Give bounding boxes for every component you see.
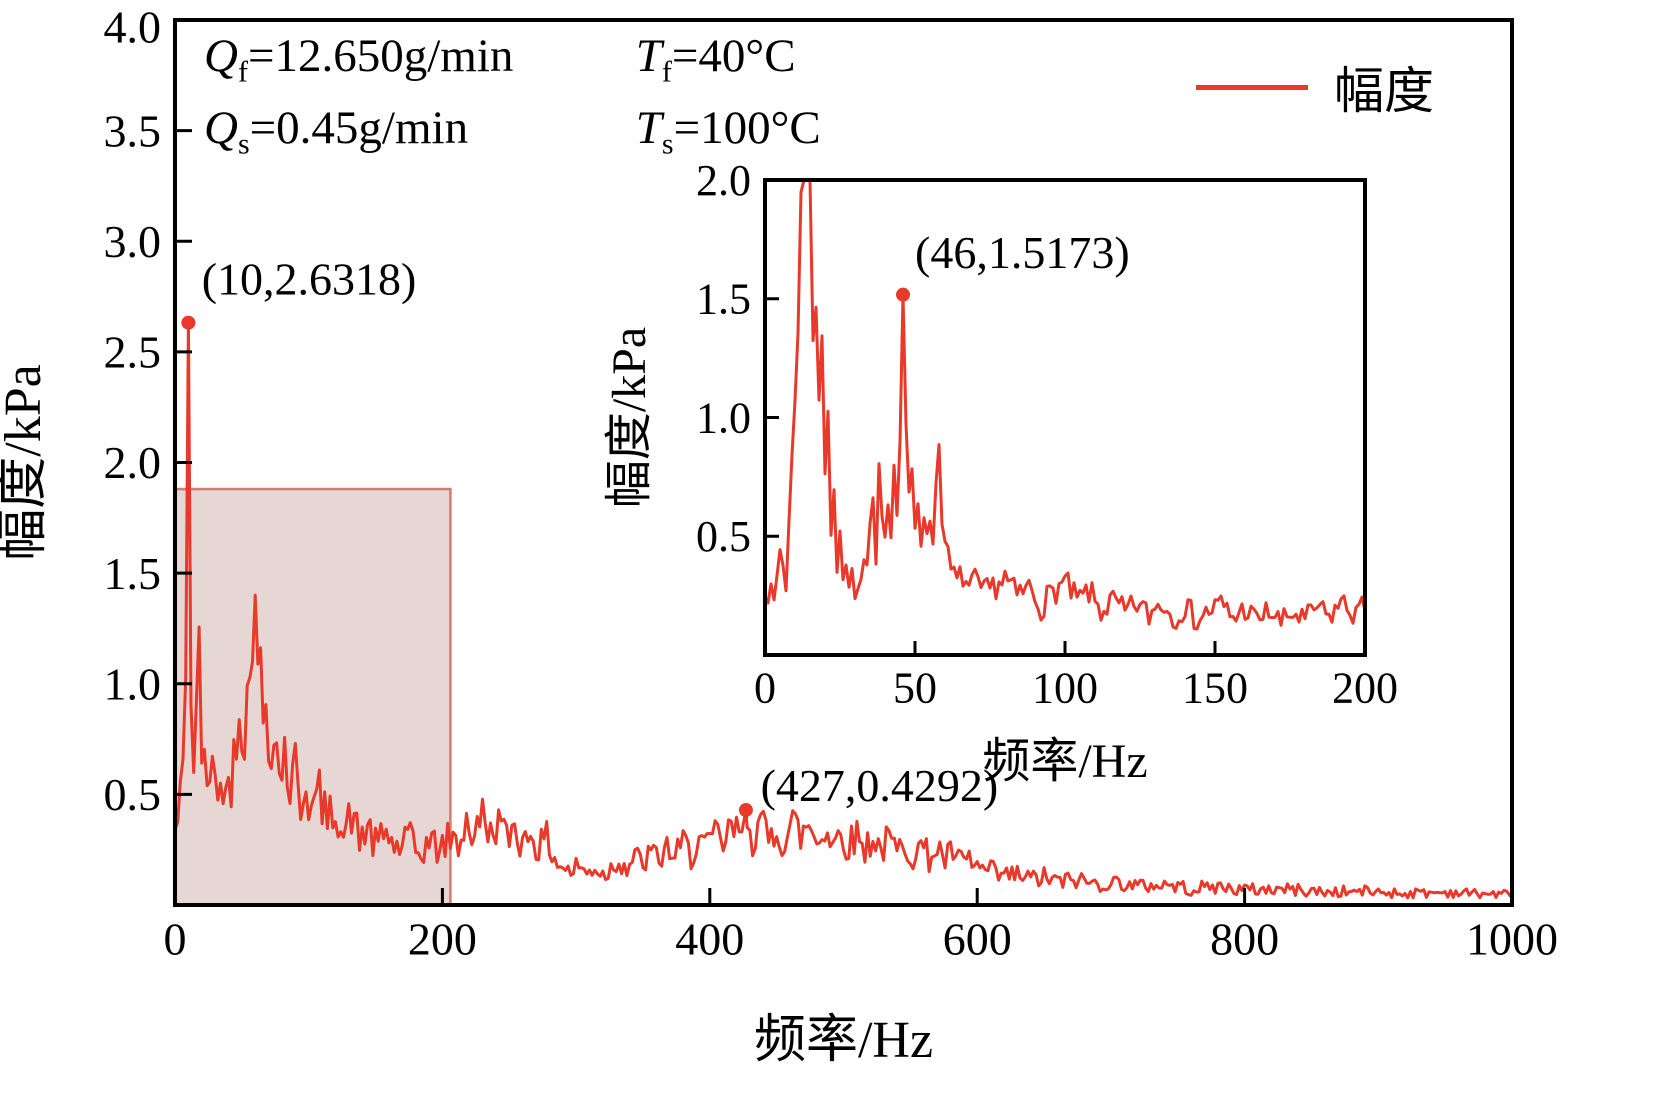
y-tick-label: 1.5: [696, 275, 751, 324]
y-tick-label: 1.0: [104, 658, 162, 709]
y-tick-label: 1.5: [104, 548, 162, 599]
x-tick-label: 100: [1032, 664, 1098, 713]
variable-symbol: Q: [204, 30, 238, 82]
peak-marker: [896, 287, 910, 302]
variable-symbol: T: [635, 30, 662, 82]
y-axis-label: 幅度/kPa: [603, 327, 656, 508]
y-tick-label: 3.5: [104, 105, 162, 156]
series-line-main: [173, 321, 1514, 900]
condition-value: =0.45g/min: [249, 102, 469, 154]
condition-qf: Qf=12.650g/min: [204, 20, 624, 108]
variable-symbol: Q: [204, 102, 238, 154]
x-tick-label: 150: [1182, 664, 1248, 713]
condition-line-2: Qs=0.45g/min Ts=100°C: [204, 92, 821, 164]
legend: 幅度: [1196, 56, 1434, 119]
x-tick-label: 200: [408, 914, 477, 965]
y-tick-label: 3.0: [104, 216, 162, 267]
variable-subscript: s: [661, 127, 674, 161]
series-line-inset: [763, 178, 1367, 631]
peak-marker: [738, 803, 753, 818]
y-tick-label: 0.5: [104, 769, 162, 820]
legend-label: 幅度: [1334, 63, 1434, 119]
condition-qs: Qs=0.45g/min: [204, 92, 624, 180]
y-axis-label: 幅度/kPa: [0, 364, 52, 560]
x-tick-label: 0: [754, 664, 776, 713]
condition-value: =100°C: [673, 102, 821, 154]
x-axis-label: 频率/Hz: [982, 735, 1147, 788]
x-tick-label: 1000: [1466, 914, 1558, 965]
variable-subscript: f: [661, 55, 672, 89]
x-tick-label: 200: [1332, 664, 1398, 713]
y-tick-label: 4.0: [104, 1, 162, 52]
condition-line-1: Qf=12.650g/min Tf=40°C: [204, 20, 821, 92]
y-tick-label: 1.0: [696, 393, 751, 442]
y-tick-label: 2.5: [104, 327, 162, 378]
x-tick-label: 0: [164, 914, 187, 965]
y-tick-label: 2.0: [104, 437, 162, 488]
x-tick-label: 400: [675, 914, 744, 965]
condition-tf: Tf=40°C: [635, 30, 796, 88]
condition-value: =12.650g/min: [247, 30, 514, 82]
y-tick-label: 0.5: [696, 512, 751, 561]
condition-ts: Ts=100°C: [635, 102, 821, 160]
x-tick-label: 800: [1210, 914, 1279, 965]
condition-value: =40°C: [671, 30, 796, 82]
x-tick-label: 600: [943, 914, 1012, 965]
point-annotation: (10,2.6318): [202, 253, 417, 304]
legend-line-swatch: [1196, 84, 1308, 90]
point-annotation: (46,1.5173): [915, 227, 1130, 278]
variable-symbol: T: [635, 102, 662, 154]
y-tick-label: 2.0: [696, 156, 751, 205]
experiment-conditions: Qf=12.650g/min Tf=40°C Qs=0.45g/min Ts=1…: [204, 20, 821, 164]
zoom-region-overlay: [173, 487, 452, 907]
x-tick-label: 50: [893, 664, 937, 713]
point-annotation: (427,0.4292): [761, 760, 999, 811]
variable-subscript: f: [237, 55, 248, 89]
x-axis-label: 频率/Hz: [754, 1012, 933, 1069]
peak-marker: [181, 315, 196, 330]
variable-subscript: s: [237, 127, 250, 161]
